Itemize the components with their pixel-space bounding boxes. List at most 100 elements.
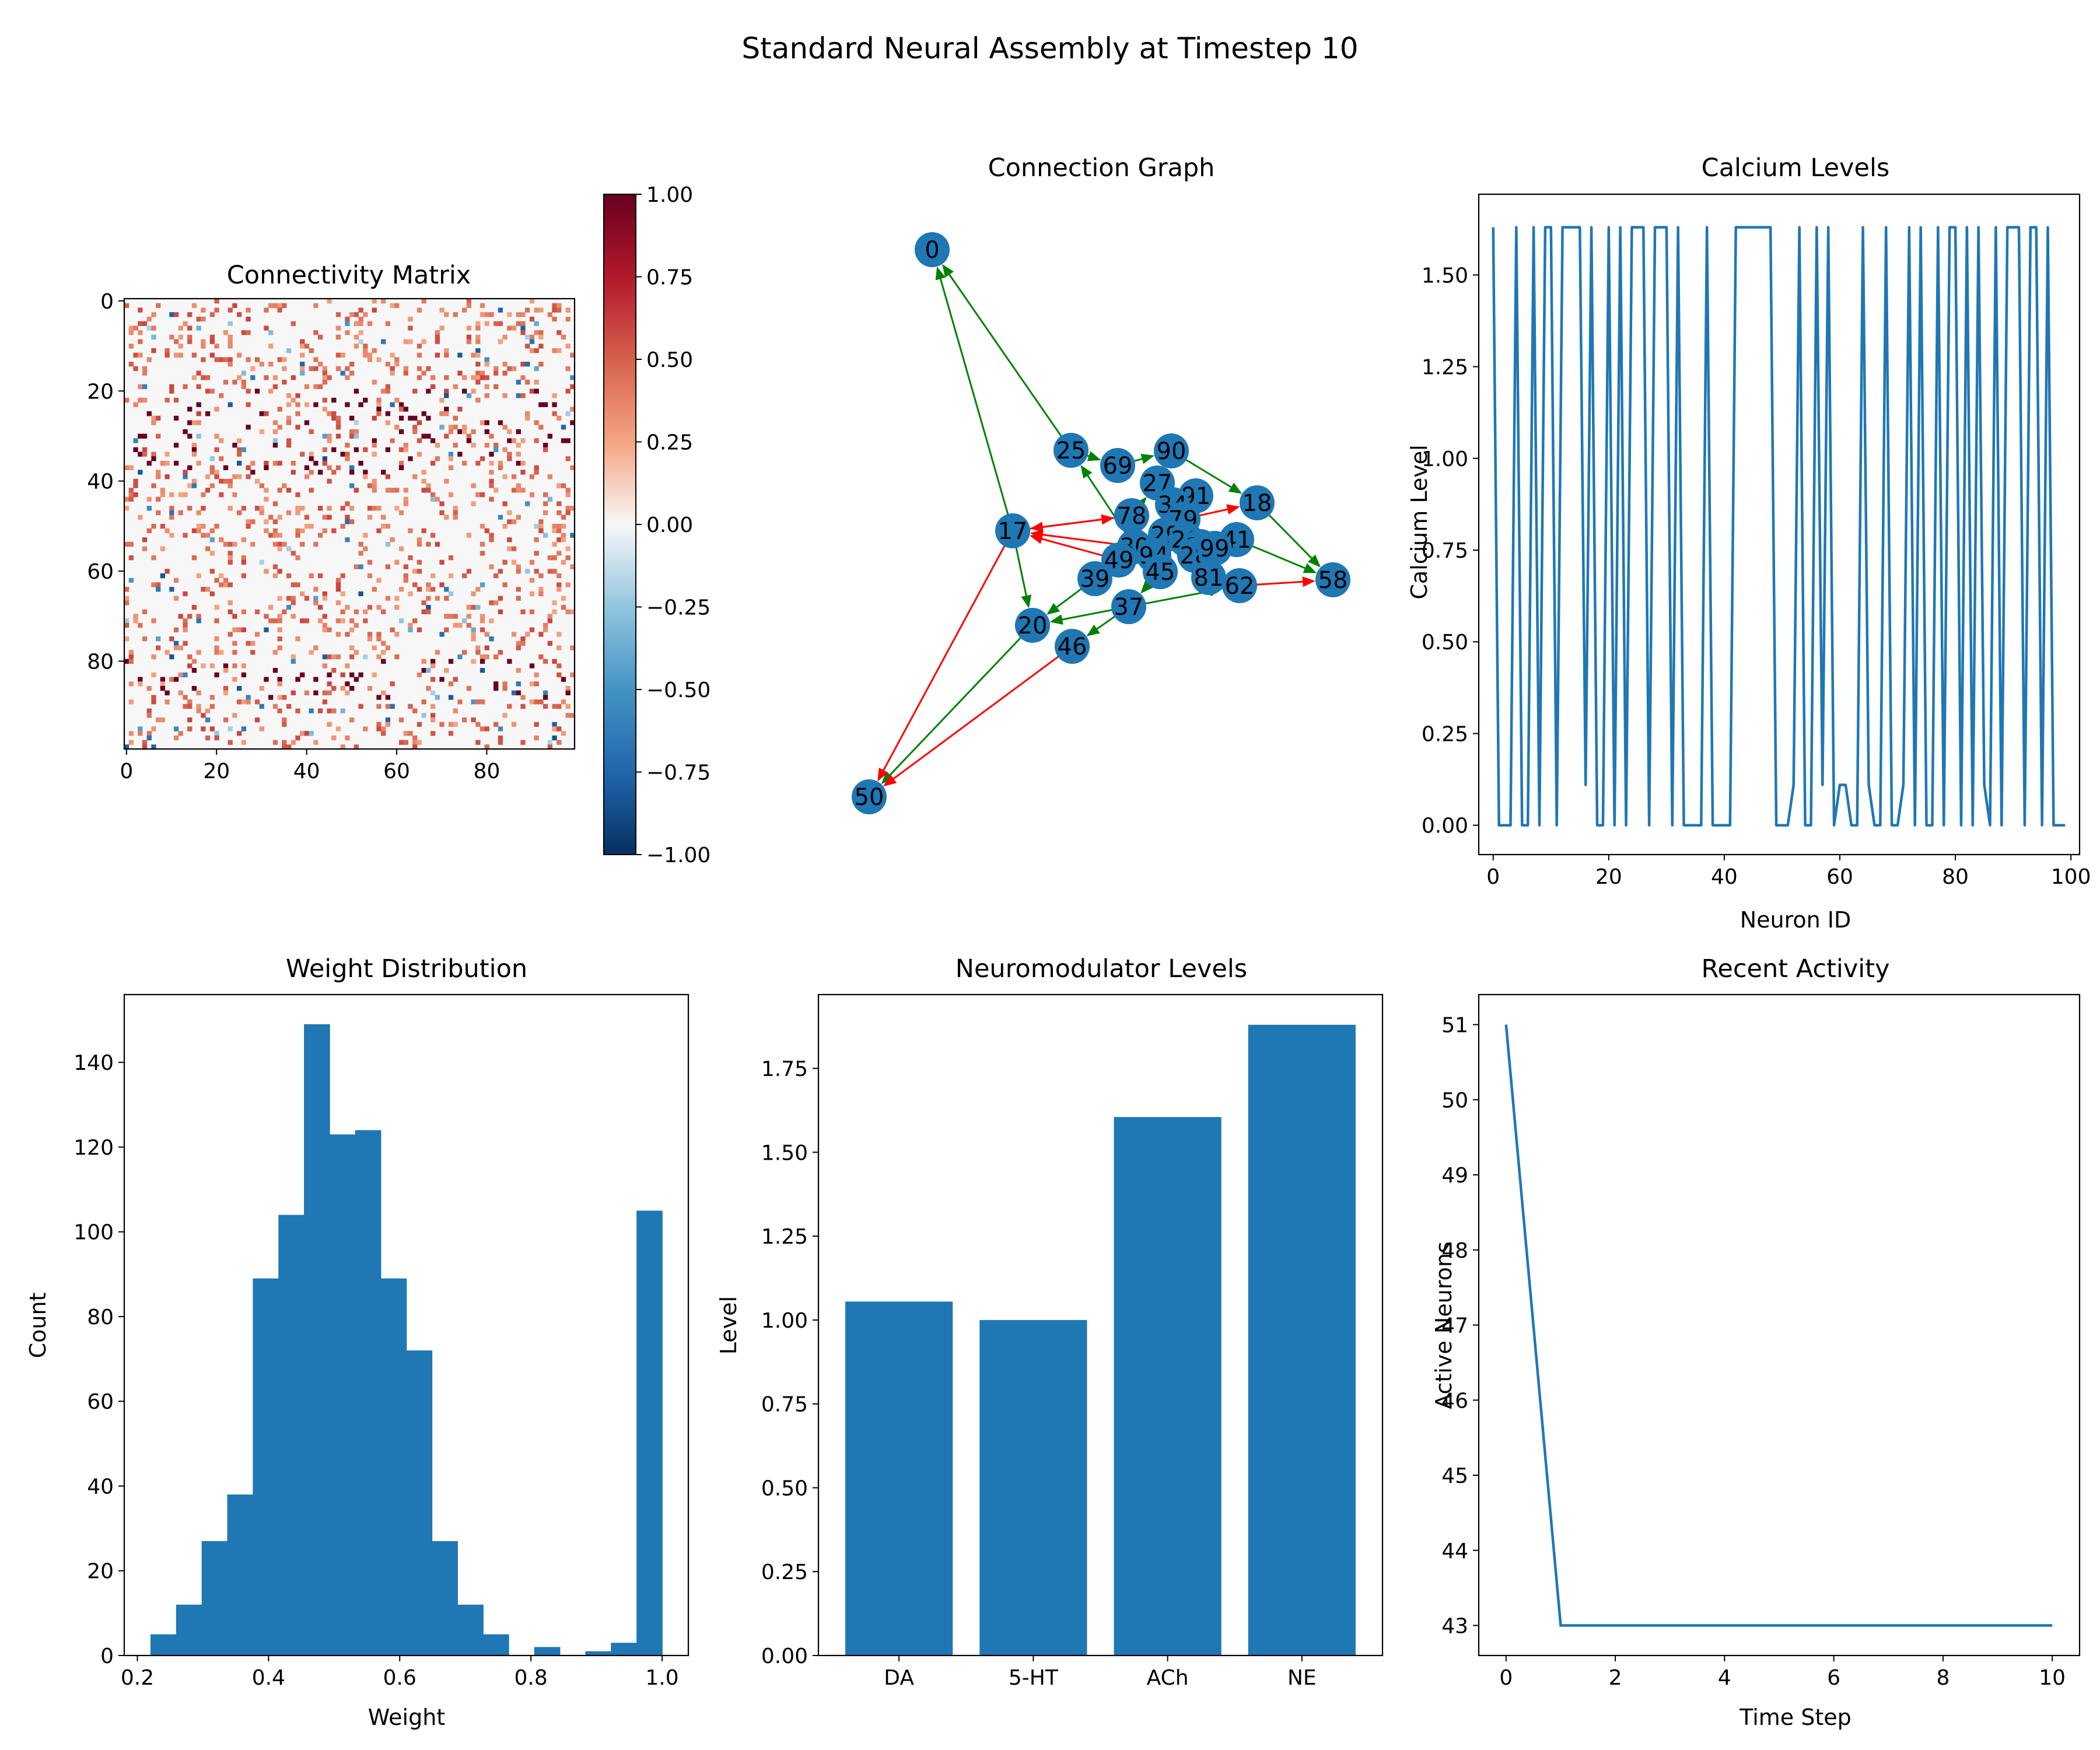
heatmap-cell [160,677,166,682]
heatmap-cell [327,722,332,727]
heatmap-cell [138,330,143,335]
heatmap-cell [223,685,229,691]
y-tick-label: 0.25 [761,1560,808,1584]
heatmap-cell [502,474,508,480]
graph-edge [1032,536,1104,557]
heatmap-cell [286,604,292,610]
heatmap-cell [421,339,426,344]
heatmap-cell [340,685,345,691]
heatmap-cell [128,362,134,367]
heatmap-cell [169,636,174,642]
heatmap-cell [538,330,544,335]
heatmap-cell [345,537,350,542]
heatmap-cell [358,541,363,547]
heatmap-cell [327,514,332,520]
heatmap-cell [272,573,278,579]
heatmap-cell [124,397,130,403]
x-tick-label: ACh [1147,1666,1189,1690]
heatmap-cell [529,474,535,480]
heatmap-cell [138,321,143,326]
heatmap-cell [426,609,431,614]
heatmap-cell [416,452,422,457]
heatmap-cell [223,663,229,668]
heatmap-cell [160,460,166,466]
heatmap-cell [403,407,408,412]
heatmap-cell [372,452,377,457]
heatmap-cell [556,573,562,579]
heatmap-cell [484,429,489,435]
heatmap-cell [304,474,310,480]
graph-arrowhead [1140,580,1153,594]
heatmap-cell [430,659,436,664]
heatmap-cell [561,731,566,736]
heatmap-cell [259,559,264,565]
heatmap-cell [124,744,130,750]
heatmap-cell [259,483,264,488]
heatmap-cell [439,677,444,682]
heatmap-cell [295,506,300,511]
heatmap-cell [502,425,508,430]
heatmap-cell [241,726,247,732]
heatmap-cell [403,443,408,448]
heatmap-cell [237,352,242,358]
heatmap-cell [178,326,183,331]
heatmap-cell [232,640,237,646]
heatmap-cell [178,672,183,678]
heatmap-cell [561,514,566,520]
heatmap-cell [277,460,282,466]
heatmap-cell [187,326,192,331]
heatmap-cell [435,541,440,547]
heatmap-cell [241,609,247,614]
heatmap-cell [313,330,318,335]
heatmap-cell [494,443,499,448]
heatmap-cell [286,744,292,750]
heatmap-cell [525,362,530,367]
heatmap-cell [151,483,156,488]
heatmap-cell [516,569,521,574]
heatmap-cell [300,541,305,547]
heatmap-cell [268,362,274,367]
heatmap-cell [439,411,444,416]
heatmap-cell [498,569,503,574]
heatmap-cell [322,379,327,385]
heatmap-cell [178,334,183,340]
heatmap-cell [345,316,350,322]
heatmap-cell [327,299,332,304]
heatmap-cell [538,699,544,705]
heatmap-cell [565,492,570,498]
heatmap-cell [183,618,188,624]
heatmap-cell [169,388,174,394]
heatmap-cell [282,722,287,727]
heatmap-cell [421,433,426,439]
heatmap-cell [196,370,201,376]
heatmap-cell [475,375,481,380]
heatmap-cell [480,726,485,732]
heatmap-cell [268,388,274,394]
heatmap-cell [412,618,418,624]
heatmap-cell [164,569,170,574]
heatmap-cell [552,307,557,313]
heatmap-cell [556,551,562,556]
heatmap-cell [565,685,570,691]
heatmap-cell [358,460,363,466]
x-axis-label: Weight [368,1704,445,1730]
heatmap-cell [471,627,476,632]
heatmap-cell [201,316,206,322]
heatmap-cell [466,622,472,628]
heatmap-cell [183,627,188,632]
heatmap-cell [313,366,318,372]
heatmap-cell [237,699,242,705]
heatmap-cell [309,348,314,354]
heatmap-cell [534,681,539,687]
heatmap-cell [191,528,197,534]
heatmap-cell [335,312,341,317]
heatmap-cell [237,627,242,632]
heatmap-cell [489,478,494,484]
heatmap-cell [335,420,341,425]
y-tick-label: 0.50 [761,1476,808,1500]
heatmap-cell [295,677,300,682]
heatmap-cell [498,596,503,601]
heatmap-cell [529,578,535,583]
heatmap-cell [394,488,400,493]
heatmap-cell [448,425,454,430]
